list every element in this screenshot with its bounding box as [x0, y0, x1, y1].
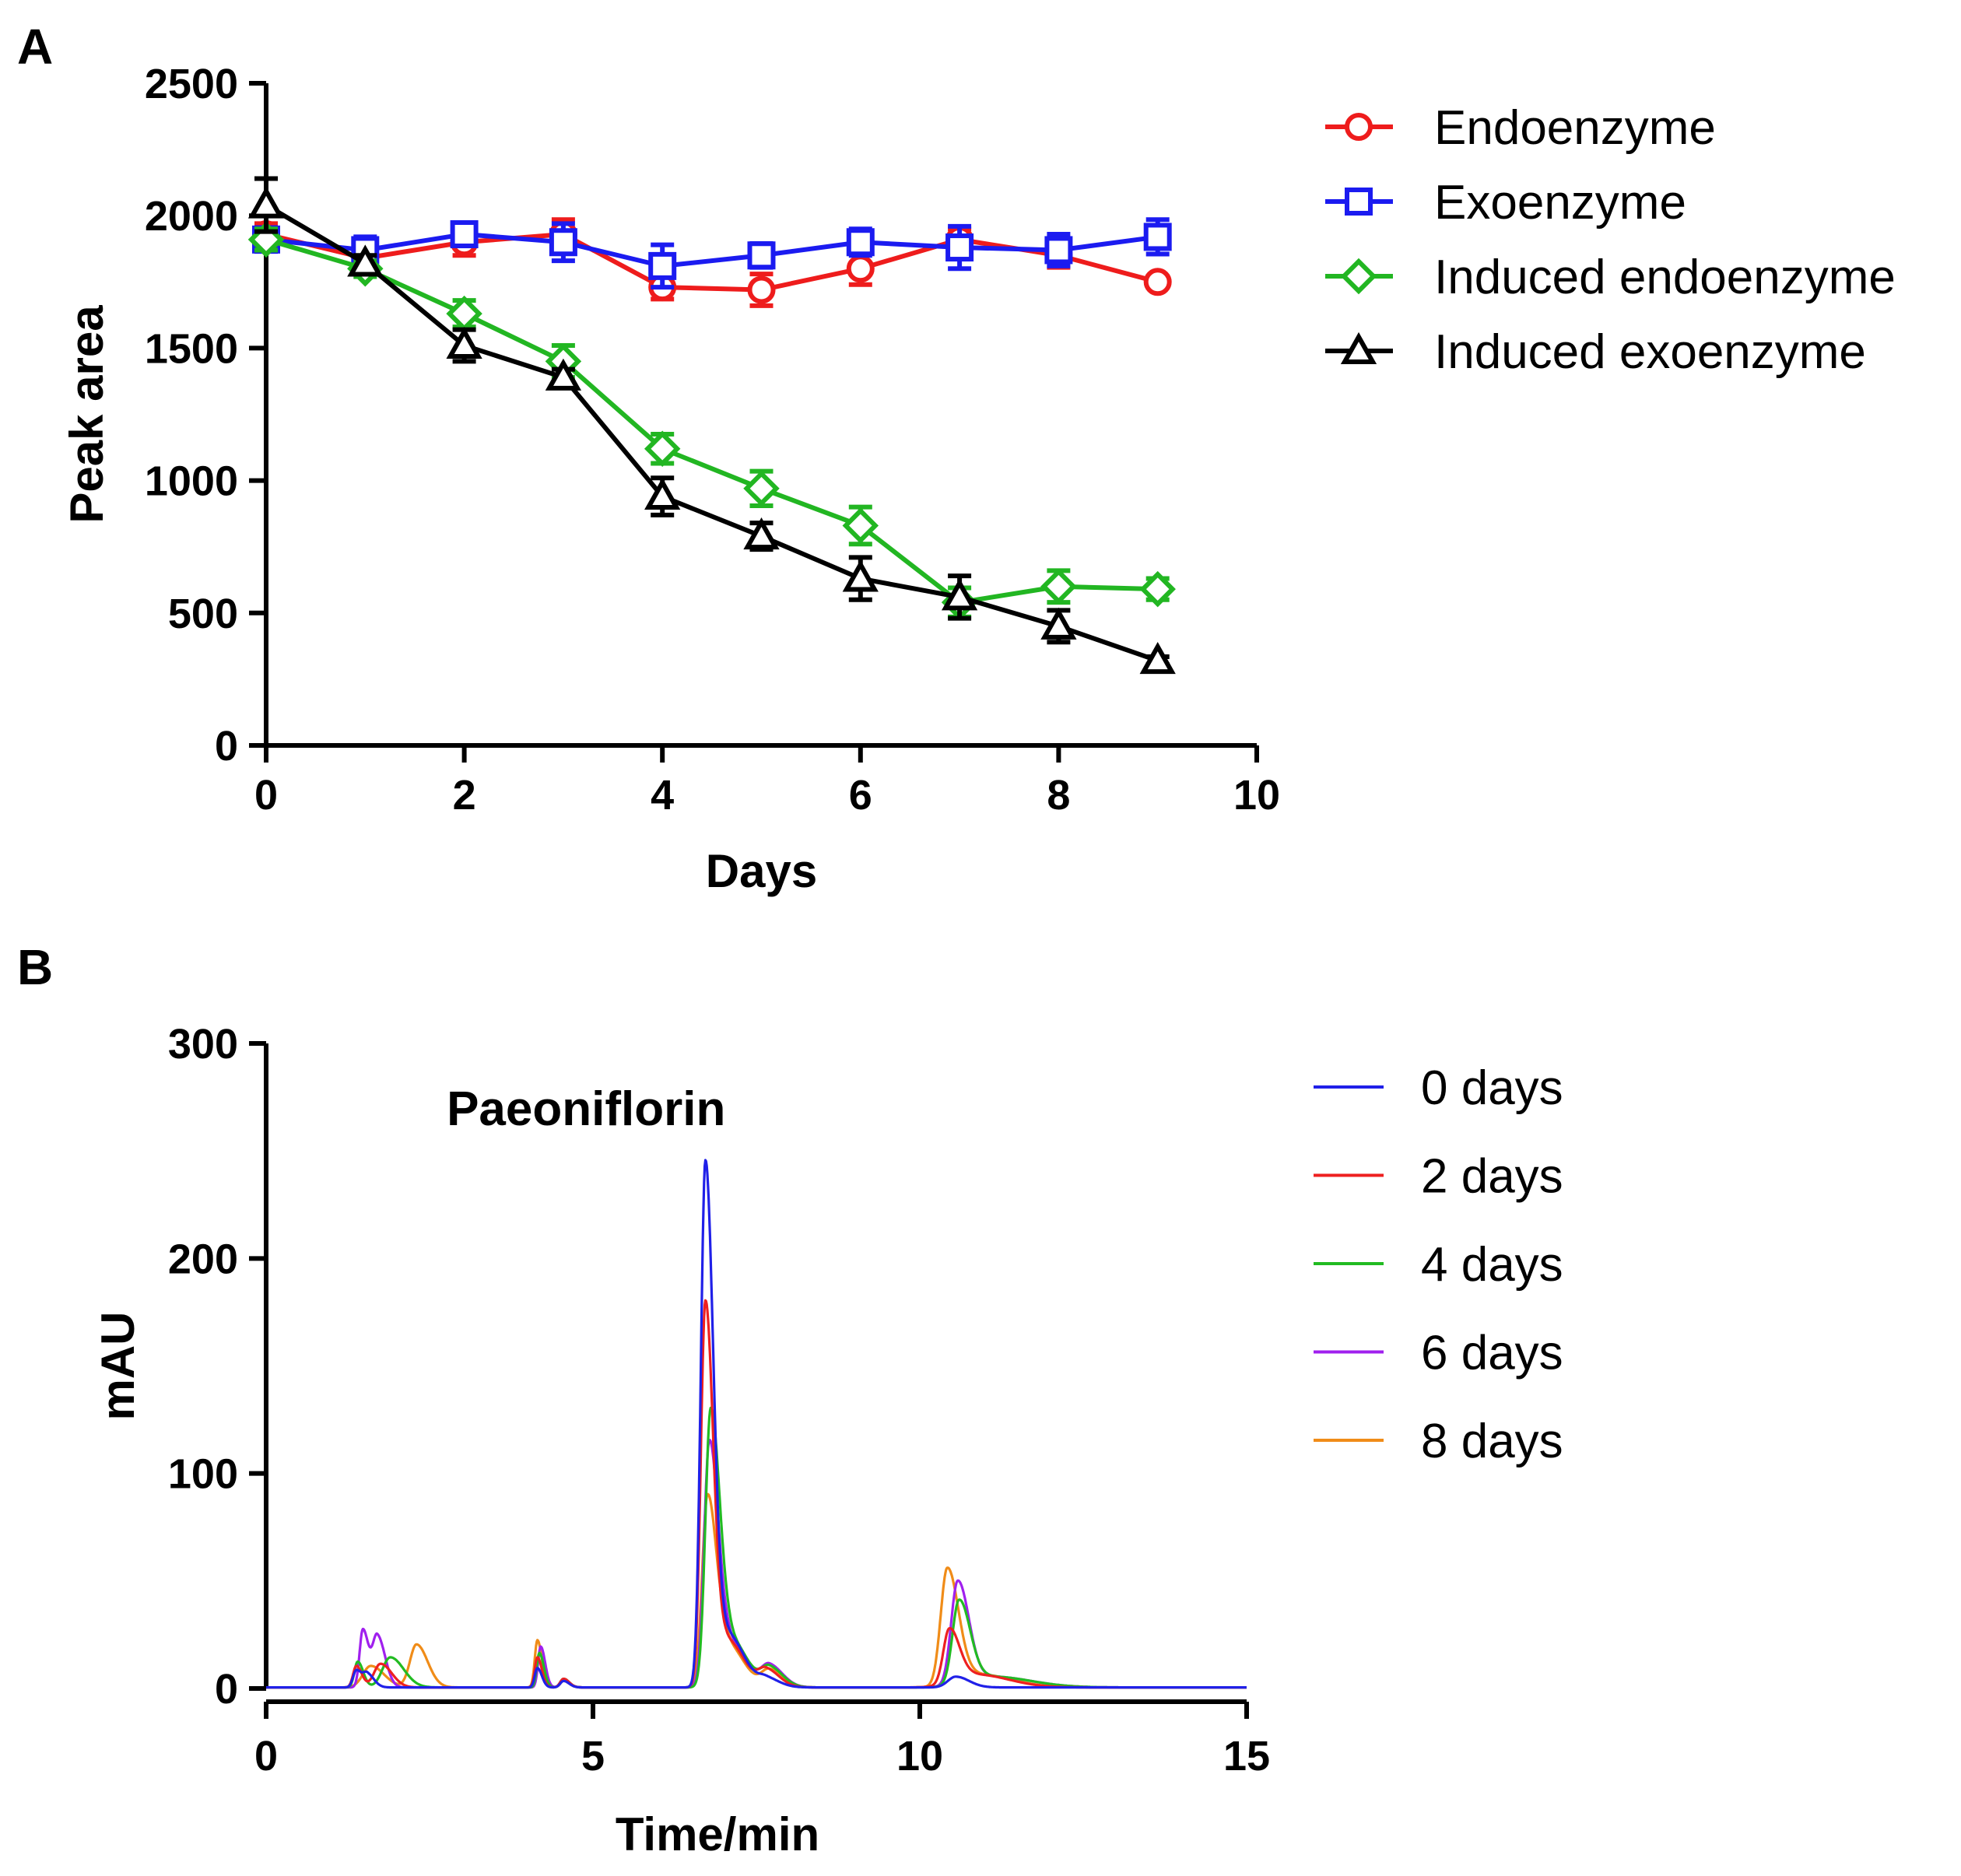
data-point	[549, 228, 577, 257]
legend-item: Induced endoenzyme	[1325, 251, 1896, 304]
y-axis-title: Peak area	[61, 305, 113, 524]
x-tick-label: 2	[453, 772, 476, 819]
series-line	[265, 202, 1159, 663]
data-point	[247, 186, 285, 219]
legend-label: Induced endoenzyme	[1434, 251, 1896, 304]
y-tick-label: 1000	[145, 458, 238, 505]
peak-annotation: Paeoniflorin	[447, 1082, 725, 1136]
legend-item: 8 days	[1314, 1415, 1563, 1468]
legend-item: 0 days	[1314, 1061, 1563, 1115]
data-point	[747, 241, 776, 270]
legend-marker	[1340, 331, 1377, 364]
data-point	[846, 228, 875, 257]
y-tick-label: 2500	[145, 61, 238, 107]
data-point	[747, 275, 776, 304]
data-point	[1143, 268, 1172, 296]
legend-label: 6 days	[1421, 1327, 1563, 1380]
y-axis-title: mAU	[92, 1311, 144, 1420]
legend-item: Exoenzyme	[1325, 176, 1686, 230]
x-axis-title: Time/min	[616, 1808, 819, 1860]
legend-label: Exoenzyme	[1434, 176, 1686, 230]
legend-label: 4 days	[1421, 1238, 1563, 1292]
x-tick-label: 6	[849, 772, 872, 819]
trace-4-days	[265, 1406, 1247, 1689]
data-point	[941, 578, 978, 611]
legend-item: 2 days	[1314, 1150, 1563, 1204]
y-tick-label: 1500	[145, 325, 238, 372]
series-line	[265, 237, 1158, 605]
x-tick-label: 10	[896, 1733, 943, 1780]
y-tick-label: 200	[168, 1236, 238, 1282]
legend-label: 0 days	[1421, 1061, 1563, 1115]
data-point	[842, 559, 879, 592]
data-point	[347, 244, 384, 277]
legend-label: Endoenzyme	[1434, 101, 1716, 155]
data-point	[1139, 641, 1176, 675]
data-point	[545, 358, 582, 391]
data-point	[1040, 568, 1077, 605]
y-tick-label: 300	[168, 1021, 238, 1068]
y-tick-label: 0	[215, 723, 238, 770]
x-tick-label: 10	[1233, 772, 1280, 819]
x-tick-label: 0	[254, 1733, 278, 1780]
data-point	[1040, 607, 1077, 640]
data-point	[644, 430, 681, 467]
panel-label-b: B	[17, 939, 53, 995]
legend-item: Induced exoenzyme	[1325, 325, 1866, 379]
y-tick-label: 0	[215, 1666, 238, 1713]
data-point	[743, 517, 780, 550]
data-point	[1143, 223, 1172, 251]
legend-label: Induced exoenzyme	[1434, 325, 1866, 379]
legend-marker	[1340, 258, 1377, 295]
series-induced-exoenzyme	[247, 176, 1176, 675]
data-point	[846, 254, 875, 283]
data-point	[446, 326, 482, 359]
x-tick-label: 8	[1047, 772, 1070, 819]
data-point	[446, 295, 482, 332]
legend-item: Endoenzyme	[1325, 101, 1716, 155]
data-point	[450, 220, 479, 249]
chart-a: 0 500 1000 1500 2000 2500 0 2 4 6 8 10 Days Peak area…	[61, 61, 1896, 897]
legend-marker	[1345, 113, 1373, 141]
legend-item: 4 days	[1314, 1238, 1563, 1292]
trace-2-days	[265, 1299, 1247, 1689]
legend-label: 2 days	[1421, 1150, 1563, 1204]
panel-label-a: A	[17, 19, 53, 75]
y-tick-label: 100	[168, 1451, 238, 1498]
y-tick-label: 500	[168, 591, 238, 637]
x-tick-label: 4	[651, 772, 674, 819]
data-point	[648, 251, 677, 280]
data-point	[1139, 570, 1176, 608]
legend-label: 8 days	[1421, 1415, 1563, 1468]
y-tick-label: 2000	[145, 193, 238, 240]
legend-item: 6 days	[1314, 1327, 1563, 1380]
chart-b: 0 100 200 300 0 5 10 15 Time/min mAU Paeoniflorin 0…	[92, 1021, 1563, 1860]
x-axis-title: Days	[706, 845, 817, 897]
series-line	[265, 232, 1159, 268]
trace-0-days	[265, 1159, 1247, 1689]
data-point	[945, 233, 974, 262]
data-point	[1044, 236, 1073, 265]
x-tick-label: 0	[254, 772, 278, 819]
legend-marker	[1345, 188, 1373, 216]
series-exoenzyme	[252, 217, 1172, 290]
trace-8-days	[265, 1492, 1247, 1689]
x-tick-label: 5	[581, 1733, 605, 1780]
data-point	[842, 507, 879, 544]
data-point	[644, 477, 681, 510]
x-tick-label: 15	[1223, 1733, 1270, 1780]
data-point	[743, 470, 780, 507]
